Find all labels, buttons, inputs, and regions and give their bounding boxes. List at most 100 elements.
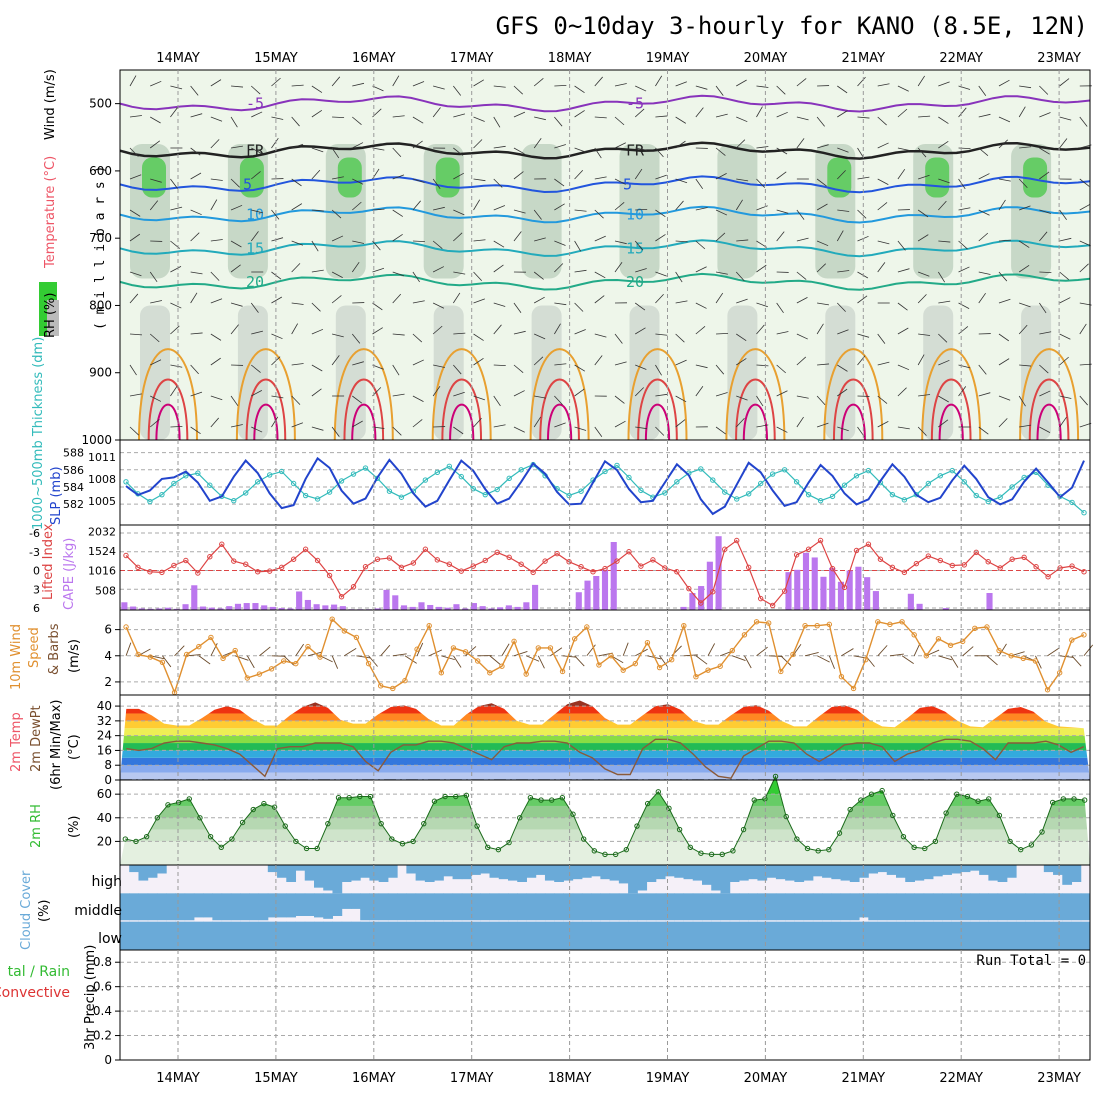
cloud-bar-middle — [240, 893, 250, 921]
wind-barb — [574, 169, 584, 180]
wind-barb-10m — [295, 643, 305, 657]
wind-barb — [897, 240, 906, 251]
wind-barb — [574, 329, 586, 335]
cape-bar — [304, 599, 311, 610]
wind-barb — [331, 147, 340, 159]
cloud-bar-high — [489, 865, 500, 878]
cloud-bar-low — [332, 921, 343, 950]
precip-total-label: tal / Rain — [8, 964, 70, 980]
wind-barb — [635, 327, 646, 335]
cloud-bar-middle — [896, 893, 906, 921]
rh-marker — [900, 833, 907, 840]
date-label-top: 18MAY — [548, 51, 592, 66]
precip-axis-label: 3hr Precip (mm) — [83, 945, 98, 1050]
cloud-bar-low — [480, 921, 491, 950]
wind-barb — [796, 138, 805, 149]
cloud-bar-low — [240, 921, 250, 950]
lifted-index-marker — [255, 569, 261, 575]
wind-barb — [655, 115, 668, 118]
wind-barb — [1039, 364, 1049, 374]
rh-shading-low — [531, 305, 562, 440]
wind-barb — [877, 116, 887, 126]
rh-marker — [815, 848, 821, 854]
wind-barb — [493, 395, 501, 407]
isotherm-10 — [119, 205, 1091, 224]
wind-barb — [1079, 116, 1088, 127]
wind-barb — [978, 232, 989, 242]
wind-barb — [1059, 356, 1069, 366]
wind-barb — [715, 271, 728, 275]
cloud-bar-low — [692, 921, 703, 950]
wind-barb — [129, 333, 142, 336]
wind-barb — [352, 82, 365, 87]
wind-barb — [1019, 424, 1032, 428]
wind-barb — [513, 390, 525, 397]
cloud-bar-middle — [1043, 893, 1054, 921]
cloud-bar-low — [868, 921, 879, 950]
rh-tick-label: 40 — [97, 811, 112, 825]
cloud-bar-high — [794, 865, 805, 882]
rh-marker — [570, 811, 576, 817]
cloud-bar-middle — [692, 893, 703, 921]
wind-barb — [170, 425, 183, 428]
cloud-bar-high — [129, 865, 139, 873]
wind-barb-10m — [198, 655, 211, 665]
date-label-bottom: 19MAY — [646, 1071, 690, 1086]
wind-barb — [857, 147, 865, 159]
wind-barb — [554, 240, 566, 246]
wind-speed-marker — [123, 624, 129, 630]
wind-barb — [392, 174, 405, 180]
wind-barb-10m — [816, 655, 830, 663]
rh-marker — [282, 823, 288, 829]
cape-bar — [855, 566, 862, 610]
wind-barb — [513, 171, 524, 180]
wind-barb-10m — [356, 655, 371, 659]
wind-speed-marker — [984, 624, 990, 630]
cloud-bar-middle — [461, 893, 472, 921]
cloud-bar-high — [628, 865, 638, 894]
wind-barb — [1018, 106, 1026, 118]
wind-barb — [190, 232, 200, 242]
cloud-bar-low — [1034, 921, 1045, 950]
wind-barb — [210, 139, 220, 149]
thickness-marker — [147, 498, 153, 505]
rh-marker — [762, 796, 768, 802]
lifted-index-marker — [422, 546, 429, 552]
wind-barb — [170, 85, 183, 90]
date-label-bottom: 15MAY — [254, 1071, 298, 1086]
isotherm-loop-40 — [449, 403, 475, 441]
wind-barb — [938, 333, 948, 343]
wind-speed-marker — [729, 647, 736, 654]
wind-barb — [129, 233, 141, 242]
wind-barb — [534, 237, 546, 242]
thickness-marker — [781, 467, 788, 473]
cloud-bar-low — [591, 921, 601, 950]
wind-barb — [554, 395, 563, 406]
cloud-bar-middle — [775, 893, 786, 921]
wind-barb — [493, 264, 504, 273]
lifted-index-marker — [302, 546, 309, 552]
wind-barb — [998, 116, 1011, 123]
rh-shading-low — [335, 305, 366, 440]
wind-speed-marker — [196, 643, 202, 650]
rh-marker — [431, 798, 438, 804]
isotherm-loop-40 — [547, 403, 573, 441]
wind-barb — [332, 116, 345, 119]
wind-barb — [816, 116, 825, 127]
thickness-marker — [817, 497, 824, 504]
rh-tick-label: 60 — [97, 787, 112, 801]
wind-barb — [1059, 333, 1071, 340]
wind-tick-label: 4 — [104, 649, 112, 663]
wind-barb-10m — [125, 642, 132, 656]
date-label-bottom: 20MAY — [744, 1071, 788, 1086]
wind-barb — [1039, 147, 1050, 155]
lifted-index-marker — [901, 569, 908, 576]
date-label-bottom: 23MAY — [1037, 1071, 1081, 1086]
cape-bar — [706, 561, 713, 610]
wind-barb — [938, 395, 949, 403]
wind-barb — [958, 207, 971, 211]
cloud-bar-low — [424, 921, 435, 950]
thickness-marker — [614, 462, 620, 469]
wind-speed-marker — [474, 658, 481, 664]
cloud-bar-low — [988, 921, 999, 950]
